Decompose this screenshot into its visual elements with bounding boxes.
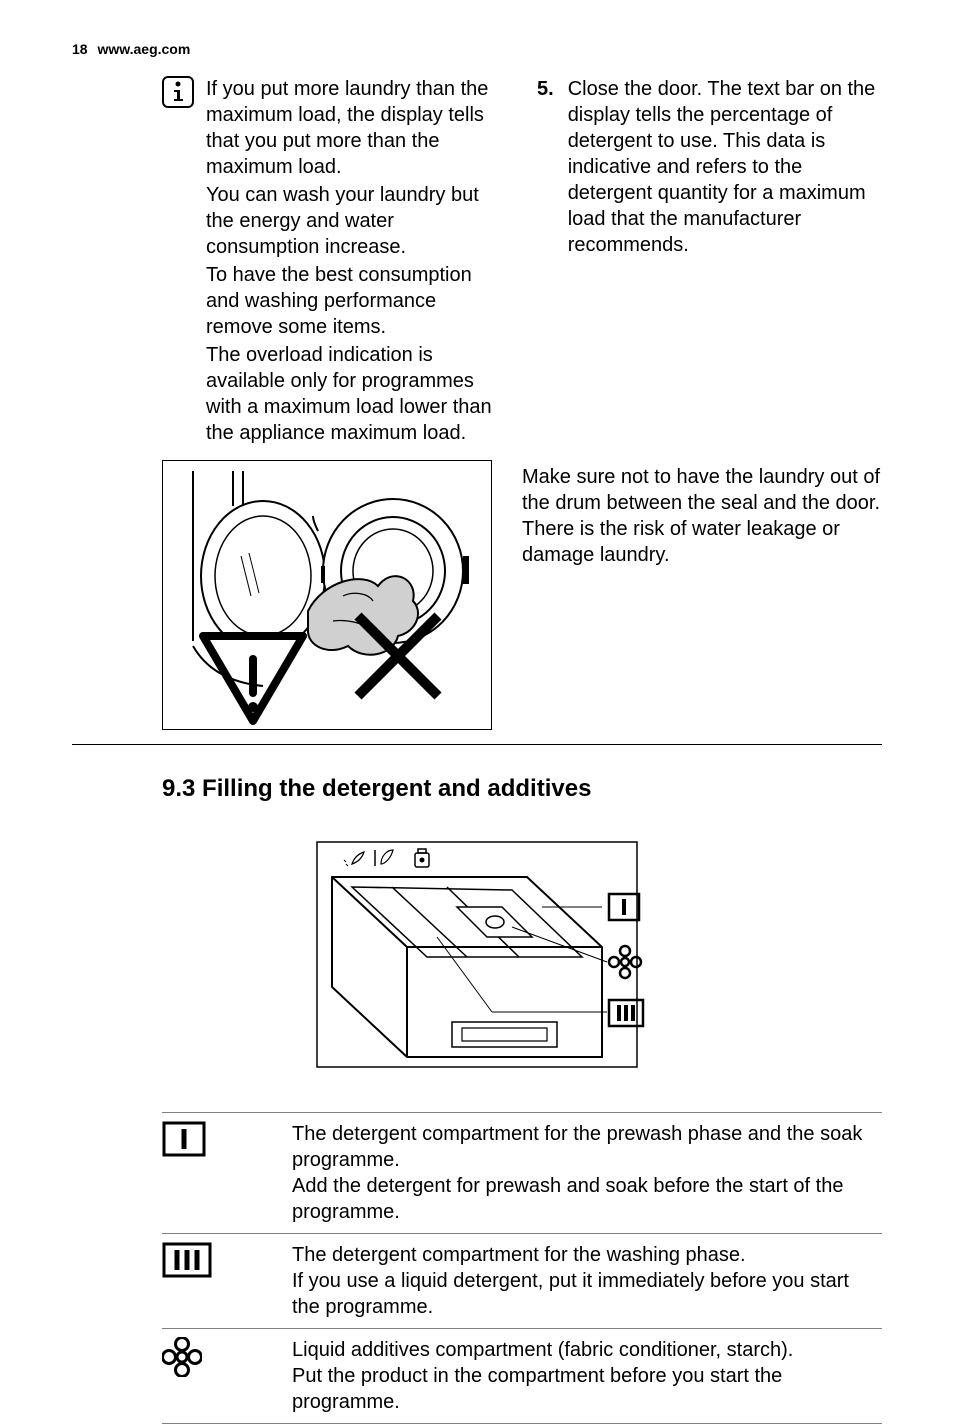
info-p1: If you put more laundry than the maximum…: [206, 76, 507, 180]
door-warning-illustration: [162, 460, 492, 730]
detergent-drawer-illustration: [297, 822, 657, 1082]
wash-compartment-icon: [162, 1234, 292, 1329]
illustration-row: Make sure not to have the laundry out of…: [72, 460, 882, 745]
softener-flower-icon: [162, 1329, 292, 1424]
section-heading: 9.3 Filling the detergent and additives: [72, 773, 882, 804]
section-number: 9.3: [162, 775, 195, 802]
page-number: 18: [72, 41, 88, 57]
compartment-table: The detergent compartment for the prewas…: [162, 1112, 882, 1424]
right-column: 5. Close the door. The text bar on the d…: [537, 76, 882, 448]
info-icon: [162, 76, 194, 108]
step-number: 5.: [537, 76, 554, 258]
softener-flower-icon: [609, 946, 641, 978]
table-row: Liquid additives compartment (fabric con…: [162, 1329, 882, 1424]
row1-text: The detergent compartment for the prewas…: [292, 1113, 882, 1234]
section-title: Filling the detergent and additives: [202, 775, 591, 802]
row3-text: Liquid additives compartment (fabric con…: [292, 1329, 882, 1424]
info-p4: The overload indication is available onl…: [206, 342, 507, 446]
illustration-caption: Make sure not to have the laundry out of…: [522, 460, 882, 730]
info-p2: You can wash your laundry but the energy…: [206, 182, 507, 260]
table-row: The detergent compartment for the prewas…: [162, 1113, 882, 1234]
top-columns: If you put more laundry than the maximum…: [72, 76, 882, 448]
table-row: The detergent compartment for the washin…: [162, 1234, 882, 1329]
info-text: If you put more laundry than the maximum…: [206, 76, 507, 448]
prewash-compartment-icon: [162, 1113, 292, 1234]
site-url: www.aeg.com: [97, 41, 190, 57]
info-p3: To have the best consumption and washing…: [206, 262, 507, 340]
step-5: 5. Close the door. The text bar on the d…: [537, 76, 882, 258]
row2-text: The detergent compartment for the washin…: [292, 1234, 882, 1329]
page-header: 18 www.aeg.com: [72, 40, 882, 58]
step-text: Close the door. The text bar on the disp…: [568, 76, 882, 258]
info-block: If you put more laundry than the maximum…: [162, 76, 507, 448]
